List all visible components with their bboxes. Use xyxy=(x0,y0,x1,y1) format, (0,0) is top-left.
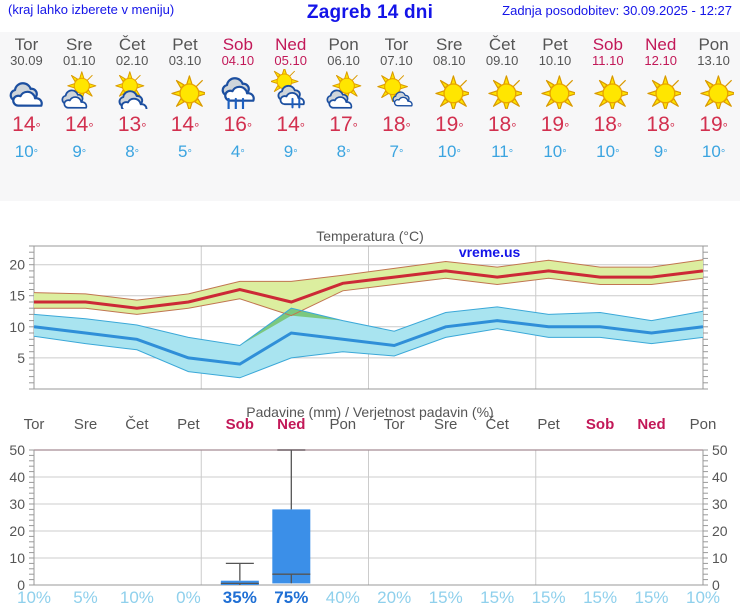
svg-text:10: 10 xyxy=(9,319,25,335)
svg-text:40: 40 xyxy=(9,469,25,485)
svg-text:10%: 10% xyxy=(686,588,720,607)
svg-text:Sre: Sre xyxy=(74,416,97,433)
svg-text:30: 30 xyxy=(712,496,728,512)
svg-text:15%: 15% xyxy=(634,588,668,607)
svg-text:20: 20 xyxy=(712,523,728,539)
svg-text:40%: 40% xyxy=(326,588,360,607)
svg-text:50: 50 xyxy=(712,442,728,458)
svg-text:Tor: Tor xyxy=(384,416,405,433)
svg-text:20: 20 xyxy=(9,523,25,539)
svg-text:15%: 15% xyxy=(480,588,514,607)
svg-text:5%: 5% xyxy=(73,588,98,607)
svg-text:15%: 15% xyxy=(583,588,617,607)
svg-text:75%: 75% xyxy=(274,588,308,607)
svg-text:10: 10 xyxy=(712,550,728,566)
svg-text:Pet: Pet xyxy=(177,416,200,433)
svg-text:Pon: Pon xyxy=(329,416,356,433)
svg-text:Sob: Sob xyxy=(586,416,614,433)
svg-text:Pet: Pet xyxy=(537,416,560,433)
svg-text:0%: 0% xyxy=(176,588,201,607)
svg-text:50: 50 xyxy=(9,442,25,458)
svg-text:20%: 20% xyxy=(377,588,411,607)
svg-text:Pon: Pon xyxy=(690,416,717,433)
svg-text:vreme.us: vreme.us xyxy=(459,244,521,260)
svg-text:15: 15 xyxy=(9,288,25,304)
svg-text:10: 10 xyxy=(9,550,25,566)
svg-text:5: 5 xyxy=(17,350,25,366)
svg-text:Ned: Ned xyxy=(637,416,665,433)
svg-text:15%: 15% xyxy=(532,588,566,607)
svg-text:Temperatura (°C): Temperatura (°C) xyxy=(316,229,424,244)
svg-text:40: 40 xyxy=(712,469,728,485)
svg-text:Sre: Sre xyxy=(434,416,457,433)
svg-text:30: 30 xyxy=(9,496,25,512)
svg-text:20: 20 xyxy=(9,257,25,273)
svg-text:Čet: Čet xyxy=(125,416,149,433)
svg-text:Tor: Tor xyxy=(24,416,45,433)
svg-text:15%: 15% xyxy=(429,588,463,607)
svg-text:35%: 35% xyxy=(223,588,257,607)
svg-text:Čet: Čet xyxy=(486,416,510,433)
svg-text:10%: 10% xyxy=(120,588,154,607)
svg-text:Sob: Sob xyxy=(226,416,254,433)
svg-text:10%: 10% xyxy=(17,588,51,607)
svg-text:Ned: Ned xyxy=(277,416,305,433)
